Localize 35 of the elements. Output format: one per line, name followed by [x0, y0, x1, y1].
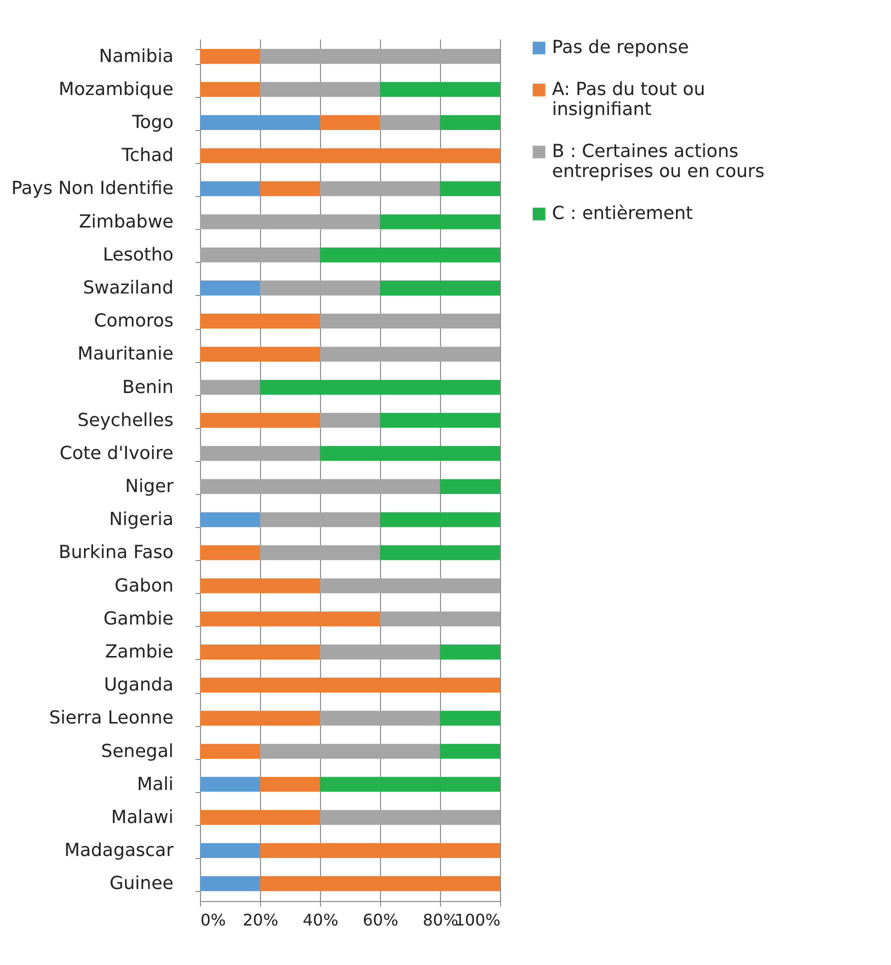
y-tick-label: Pays Non Identifie [11, 178, 174, 200]
y-tick-label: Mauritanie [78, 344, 174, 365]
y-tick-label: Gambie [103, 608, 174, 630]
y-tick-label: Madagascar [64, 840, 174, 862]
legend-label: A: Pas du tout ou insignifiant [552, 79, 706, 120]
y-tick-label: Nigeria [109, 509, 174, 530]
y-tick-label: Zambie [105, 641, 174, 662]
y-tick-label: Cote d'Ivoire [60, 442, 174, 464]
x-tick-label: 80% [422, 910, 458, 930]
y-tick-label: Guinee [110, 873, 174, 894]
legend-label: Pas de reponse [552, 37, 689, 58]
y-tick-label: Namibia [99, 46, 174, 67]
legend-label: B : Certaines actions entreprises ou en cours [552, 141, 764, 182]
x-tick-label: 0% [200, 910, 226, 930]
y-tick-label: Gabon [114, 575, 174, 596]
y-tick-label: Mali [136, 774, 174, 795]
y-tick-label: Niger [125, 476, 174, 498]
y-tick-label: Burkina Faso [58, 542, 174, 564]
x-tick-label: 60% [362, 910, 398, 930]
y-tick-label: Swaziland [83, 278, 174, 299]
y-tick-label: Sierra Leonne [49, 708, 174, 729]
y-tick-label: Seychelles [78, 410, 174, 431]
y-tick-label: Senegal [101, 740, 174, 762]
x-tick-label: 40% [302, 910, 338, 930]
y-tick-label: Tchad [120, 145, 174, 166]
y-tick-label: Uganda [104, 674, 174, 696]
y-tick-label: Lesotho [102, 244, 174, 266]
x-tick-label: 20% [242, 910, 278, 930]
y-tick-label: Benin [122, 376, 174, 398]
y-tick-label: Togo [131, 112, 174, 134]
legend-label: C : entièrement [552, 203, 693, 224]
y-tick-label: Comoros [94, 310, 174, 332]
y-tick-label: Malawi [111, 806, 174, 828]
y-tick-label: Mozambique [58, 78, 174, 100]
y-tick-label: Zimbabwe [78, 211, 174, 232]
